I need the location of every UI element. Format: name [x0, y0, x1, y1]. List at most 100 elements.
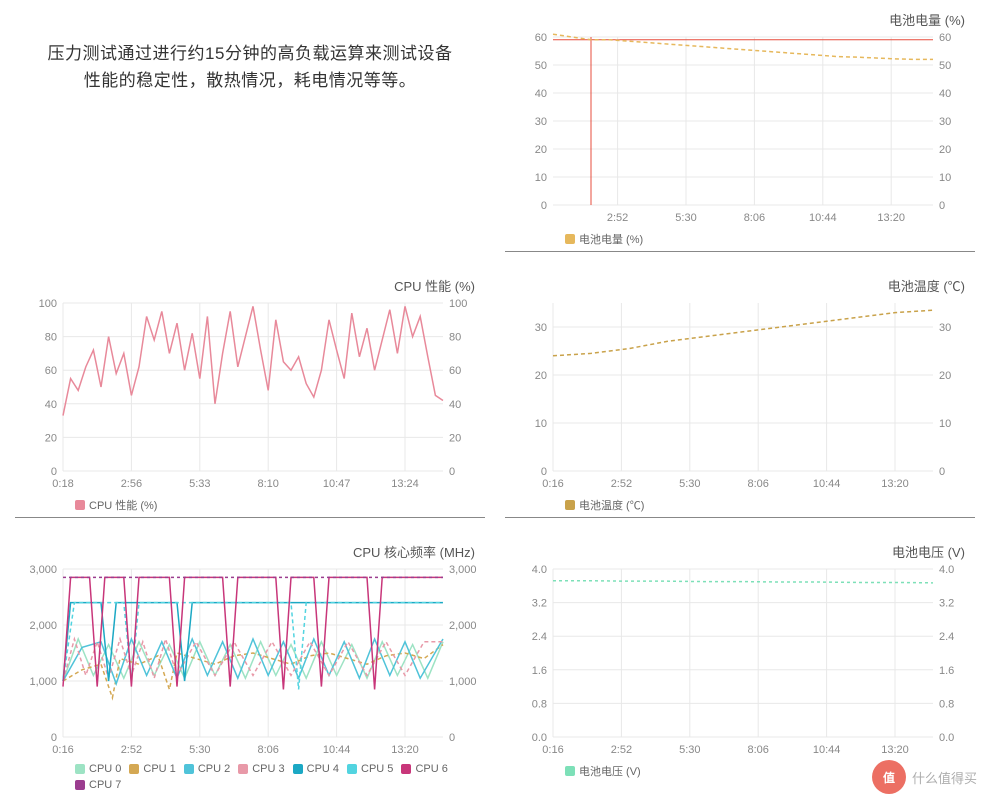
svg-text:8:06: 8:06 [747, 744, 768, 756]
svg-text:80: 80 [45, 332, 57, 344]
svg-text:8:06: 8:06 [257, 744, 278, 756]
svg-text:0: 0 [449, 466, 455, 478]
svg-text:10: 10 [535, 172, 547, 184]
svg-text:30: 30 [535, 322, 547, 334]
chart-legend: CPU 性能 (%) [15, 493, 485, 513]
legend-label: CPU 5 [361, 763, 393, 775]
chart-svg: 01,0002,0003,00001,0002,0003,0000:162:52… [15, 563, 485, 759]
svg-text:0: 0 [541, 200, 547, 212]
legend-label: CPU 7 [89, 779, 121, 791]
svg-text:40: 40 [45, 399, 57, 411]
svg-text:10:47: 10:47 [323, 478, 351, 490]
svg-text:1,000: 1,000 [449, 676, 477, 688]
svg-text:10: 10 [535, 418, 547, 430]
legend-label: CPU 1 [143, 763, 175, 775]
svg-text:0.0: 0.0 [532, 732, 547, 744]
chart-title: 电池温度 (℃) [505, 270, 975, 297]
svg-text:2,000: 2,000 [29, 620, 57, 632]
svg-text:0: 0 [51, 466, 57, 478]
svg-text:10:44: 10:44 [809, 212, 837, 224]
chart-legend: 电池温度 (℃) [505, 493, 975, 513]
svg-text:60: 60 [939, 32, 951, 44]
legend-item: CPU 3 [238, 763, 284, 775]
battery-temp-cell: 电池温度 (℃)010203001020300:162:525:308:0610… [505, 270, 975, 528]
chart-title: CPU 核心频率 (MHz) [15, 536, 485, 563]
svg-text:10: 10 [939, 172, 951, 184]
svg-text:30: 30 [535, 116, 547, 128]
svg-text:0.8: 0.8 [532, 698, 547, 710]
chart-legend: CPU 0CPU 1CPU 2CPU 3CPU 4CPU 5CPU 6CPU 7 [15, 759, 485, 791]
watermark-text: 什么值得买 [912, 768, 977, 787]
svg-text:30: 30 [939, 116, 951, 128]
svg-text:0:16: 0:16 [52, 744, 73, 756]
svg-text:3,000: 3,000 [449, 564, 477, 576]
legend-item: CPU 5 [347, 763, 393, 775]
svg-text:50: 50 [535, 60, 547, 72]
svg-text:0:16: 0:16 [542, 478, 563, 490]
watermark: 值 什么值得买 [872, 760, 977, 794]
cpu-freq-cell: CPU 核心频率 (MHz)01,0002,0003,00001,0002,00… [15, 536, 485, 794]
svg-text:0: 0 [939, 466, 945, 478]
svg-text:0: 0 [541, 466, 547, 478]
svg-text:60: 60 [449, 365, 461, 377]
svg-text:2,000: 2,000 [449, 620, 477, 632]
legend-item: 电池温度 (℃) [565, 497, 644, 513]
chart-svg: 010203040506001020304050602:525:308:0610… [505, 31, 975, 227]
svg-text:5:30: 5:30 [679, 744, 700, 756]
svg-text:4.0: 4.0 [532, 564, 547, 576]
svg-text:10:44: 10:44 [813, 744, 841, 756]
svg-text:13:20: 13:20 [881, 478, 909, 490]
description-cell: 压力测试通过进行约15分钟的高负载运算来测试设备性能的稳定性，散热情况，耗电情况… [15, 4, 485, 262]
svg-text:2.4: 2.4 [532, 631, 547, 643]
legend-label: 电池温度 (℃) [579, 497, 644, 513]
svg-text:13:24: 13:24 [391, 478, 419, 490]
svg-text:13:20: 13:20 [877, 212, 905, 224]
svg-text:100: 100 [39, 298, 57, 310]
legend-label: CPU 2 [198, 763, 230, 775]
svg-text:20: 20 [939, 370, 951, 382]
svg-text:20: 20 [45, 432, 57, 444]
svg-text:2:56: 2:56 [121, 478, 142, 490]
battery-voltage-cell: 电池电压 (V)0.00.81.62.43.24.00.00.81.62.43.… [505, 536, 975, 794]
chart-title: 电池电压 (V) [505, 536, 975, 563]
chart-plot: 010203001020300:162:525:308:0610:4413:20 [505, 297, 975, 493]
svg-text:3,000: 3,000 [29, 564, 57, 576]
svg-text:13:20: 13:20 [391, 744, 419, 756]
legend-item: CPU 6 [401, 763, 447, 775]
svg-text:50: 50 [939, 60, 951, 72]
chart-title: CPU 性能 (%) [15, 270, 485, 297]
svg-text:5:30: 5:30 [189, 744, 210, 756]
svg-text:20: 20 [535, 144, 547, 156]
legend-item: CPU 2 [184, 763, 230, 775]
separator [505, 517, 975, 518]
svg-text:2:52: 2:52 [607, 212, 628, 224]
battery-level-cell: 电池电量 (%)010203040506001020304050602:525:… [505, 4, 975, 262]
legend-item: CPU 1 [129, 763, 175, 775]
svg-text:100: 100 [449, 298, 467, 310]
svg-text:80: 80 [449, 332, 461, 344]
watermark-badge: 值 [872, 760, 906, 794]
svg-text:8:06: 8:06 [744, 212, 765, 224]
legend-label: CPU 6 [415, 763, 447, 775]
legend-item: CPU 7 [75, 779, 121, 791]
svg-text:40: 40 [535, 88, 547, 100]
svg-text:20: 20 [535, 370, 547, 382]
svg-text:0.8: 0.8 [939, 698, 954, 710]
chart-legend: 电池电量 (%) [505, 227, 975, 247]
chart-svg: 010203001020300:162:525:308:0610:4413:20 [505, 297, 975, 493]
svg-text:10: 10 [939, 418, 951, 430]
svg-text:1.6: 1.6 [532, 665, 547, 677]
svg-text:5:30: 5:30 [679, 478, 700, 490]
svg-text:2:52: 2:52 [611, 744, 632, 756]
svg-text:40: 40 [939, 88, 951, 100]
svg-text:3.2: 3.2 [532, 598, 547, 610]
legend-label: 电池电量 (%) [579, 231, 643, 247]
legend-item: CPU 性能 (%) [75, 497, 157, 513]
svg-text:0:18: 0:18 [52, 478, 73, 490]
svg-text:30: 30 [939, 322, 951, 334]
svg-text:40: 40 [449, 399, 461, 411]
chart-svg: 0204060801000204060801000:182:565:338:10… [15, 297, 485, 493]
legend-label: CPU 0 [89, 763, 121, 775]
svg-text:0:16: 0:16 [542, 744, 563, 756]
chart-plot: 0204060801000204060801000:182:565:338:10… [15, 297, 485, 493]
